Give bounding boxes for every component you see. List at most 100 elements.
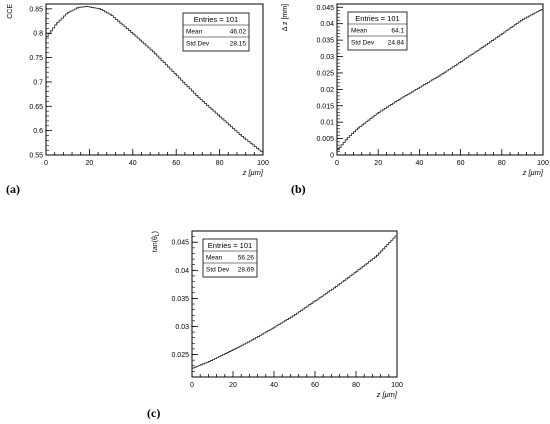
stats-entries: Entries = 101 xyxy=(355,14,399,23)
stats-label: Mean xyxy=(186,29,203,36)
y-tick-label: 0.005 xyxy=(316,136,334,143)
stats-value: 46.02 xyxy=(230,29,247,36)
data-point xyxy=(460,61,462,63)
y-axis-label: CCE xyxy=(7,4,14,19)
y-axis-label: tan(θL) xyxy=(152,231,161,252)
stats-value: 24.84 xyxy=(388,40,405,47)
y-tick-label: 0.03 xyxy=(320,54,334,61)
data-point xyxy=(219,115,221,117)
data-point xyxy=(357,128,359,130)
panel-label-c: (c) xyxy=(147,406,161,420)
x-tick-label: 60 xyxy=(311,382,319,389)
data-point xyxy=(314,300,316,302)
stats-entries: Entries = 101 xyxy=(194,15,238,24)
x-tick-label: 20 xyxy=(374,160,382,167)
y-tick-label: 0 xyxy=(330,153,334,160)
x-axis-label: z [μm] xyxy=(376,390,398,399)
y-tick-label: 0.025 xyxy=(171,352,189,359)
panel-label-b: (b) xyxy=(291,182,306,196)
data-point xyxy=(252,338,255,340)
stats-value: 64.1 xyxy=(391,28,404,35)
stats-label: Std Dev xyxy=(351,40,375,47)
data-point xyxy=(439,74,441,77)
data-point xyxy=(375,255,378,257)
data-point xyxy=(521,19,523,21)
x-tick-label: 100 xyxy=(537,160,549,167)
plot-frame xyxy=(45,3,264,156)
data-point xyxy=(398,99,400,101)
y-axis-label: Δ z [mm] xyxy=(282,4,289,31)
x-axis-label: z [μm] xyxy=(522,168,544,177)
y-tick-label: 0.045 xyxy=(171,240,189,247)
data-point xyxy=(480,47,482,49)
stats-value: 28.69 xyxy=(238,267,255,274)
chart-tan-theta: 0 20 40 60 80 100 0.025 0.03 0.035 0.04 0.045 z [μm… xyxy=(152,230,403,399)
y-tick-label: 0.035 xyxy=(171,296,189,303)
x-tick-label: 80 xyxy=(498,160,506,167)
data-point xyxy=(501,33,503,35)
stats-label: Mean xyxy=(351,28,368,35)
y-tick-label: 0.03 xyxy=(175,324,189,331)
stats-box xyxy=(202,238,258,278)
x-tick-label: 20 xyxy=(86,160,94,167)
x-tick-label: 0 xyxy=(335,160,339,167)
data-point xyxy=(240,134,242,137)
x-tick-label: 20 xyxy=(229,382,237,389)
data-point xyxy=(377,112,379,114)
stats-value: 56.26 xyxy=(238,255,255,262)
y-tick-label: 0.6 xyxy=(33,128,43,135)
y-tick-label: 0.8 xyxy=(33,31,43,38)
data-point xyxy=(346,137,348,140)
data-point xyxy=(110,14,112,16)
stats-label: Std Dev xyxy=(186,41,210,48)
y-tick-label: 0.02 xyxy=(320,87,334,94)
data-point xyxy=(197,95,199,98)
y-tick-label: 0.04 xyxy=(175,268,189,275)
y-tick-label: 0.55 xyxy=(29,153,43,160)
y-tick-label: 0.75 xyxy=(29,55,43,62)
data-point xyxy=(77,6,80,9)
data-point xyxy=(99,8,101,10)
x-tick-label: 40 xyxy=(129,160,137,167)
y-tick-label: 0.025 xyxy=(316,70,334,77)
data-point xyxy=(355,271,357,273)
x-axis-label: z [μm] xyxy=(242,168,264,177)
y-tick-label: 0.045 xyxy=(316,5,334,12)
stats-label: Std Dev xyxy=(206,267,230,274)
stats-label: Mean xyxy=(206,255,223,262)
y-tick-label: 0.65 xyxy=(29,104,43,111)
x-tick-label: 100 xyxy=(257,160,269,167)
chart-delta-z: 0 20 40 60 80 100 0 0.005 0.01 0.015 0.02 0.025 0.03… xyxy=(282,3,549,177)
stats-box xyxy=(182,12,250,52)
y-tick-label: 0.7 xyxy=(33,79,43,86)
data-point xyxy=(232,349,234,351)
data-point xyxy=(396,234,398,236)
x-tick-label: 100 xyxy=(391,382,403,389)
y-tick-label: 0.01 xyxy=(320,120,334,127)
y-tick-label: 0.015 xyxy=(316,103,334,110)
data-point xyxy=(56,22,58,25)
data-point xyxy=(542,8,544,10)
chart-cce: 0 20 40 60 80 100 0.55 0.6 0.65 0.7 0.75 0.8 0.85 z [… xyxy=(7,3,269,177)
data-point xyxy=(211,359,214,361)
x-tick-label: 40 xyxy=(270,382,278,389)
y-tick-label: 0.85 xyxy=(29,6,43,13)
data-point xyxy=(334,286,337,288)
data-point xyxy=(418,87,420,89)
stats-entries: Entries = 101 xyxy=(208,241,252,250)
x-tick-label: 80 xyxy=(352,382,360,389)
data-point xyxy=(293,314,296,316)
x-tick-label: 60 xyxy=(172,160,180,167)
panel-label-a: (a) xyxy=(6,182,20,196)
data-point xyxy=(86,5,88,8)
x-tick-label: 0 xyxy=(44,160,48,167)
data-point xyxy=(336,150,338,152)
data-point xyxy=(153,52,156,54)
data-point xyxy=(132,32,134,34)
data-point xyxy=(67,12,69,14)
y-tick-label: 0.035 xyxy=(316,38,334,45)
x-tick-label: 80 xyxy=(216,160,224,167)
data-point xyxy=(175,74,177,76)
x-tick-label: 0 xyxy=(190,382,194,389)
data-point xyxy=(262,151,264,154)
